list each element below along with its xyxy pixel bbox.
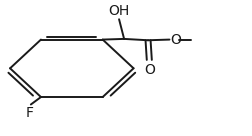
Text: OH: OH bbox=[108, 4, 130, 18]
Text: O: O bbox=[171, 33, 182, 47]
Text: F: F bbox=[26, 106, 34, 120]
Text: O: O bbox=[144, 63, 155, 77]
